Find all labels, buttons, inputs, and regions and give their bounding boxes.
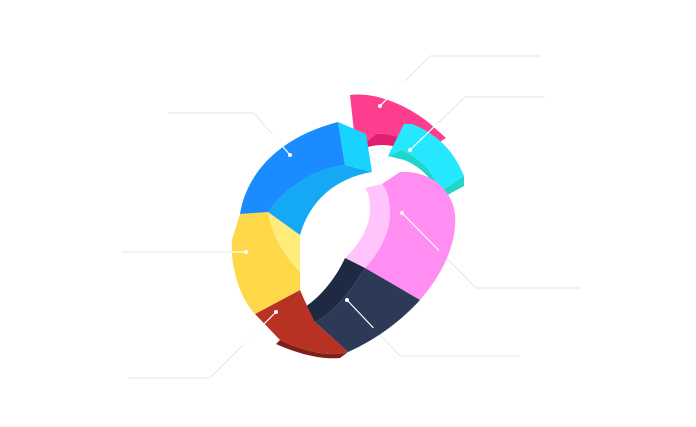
leader-inner	[401, 212, 440, 251]
segment-side-face	[356, 133, 424, 160]
segment-marker	[345, 298, 349, 302]
donut-segment	[231, 212, 300, 314]
segment-side-face	[268, 165, 372, 235]
leader-inner	[409, 123, 438, 151]
segment-marker	[400, 211, 404, 215]
segment-end-face	[338, 122, 372, 172]
segment-side-face	[268, 212, 300, 272]
donut-segment	[255, 290, 348, 359]
leader-inner	[271, 133, 291, 156]
segment-top-face	[231, 212, 300, 314]
segment-marker	[274, 310, 278, 314]
donut-segment	[388, 124, 464, 198]
segment-side-face	[300, 258, 365, 322]
donut-ring	[231, 94, 464, 359]
segment-marker	[378, 104, 382, 108]
segment-top-face	[255, 290, 348, 355]
segment-top-face	[315, 268, 420, 352]
segment-marker	[244, 250, 248, 254]
leader-inner	[346, 299, 374, 329]
segment-markers	[232, 80, 440, 346]
segment-marker	[288, 153, 292, 157]
segment-marker	[408, 148, 412, 152]
segment-side-face	[345, 184, 390, 268]
leader-inner	[379, 80, 406, 107]
segment-top-face	[240, 122, 345, 214]
leader-inner	[242, 311, 277, 346]
segment-side-face	[388, 150, 464, 198]
donut-segment	[300, 258, 420, 352]
donut-segment	[240, 122, 372, 235]
segment-top-face	[365, 171, 456, 300]
segment-side-face	[276, 340, 348, 359]
donut-segment	[345, 171, 456, 300]
segment-top-face	[388, 124, 464, 192]
